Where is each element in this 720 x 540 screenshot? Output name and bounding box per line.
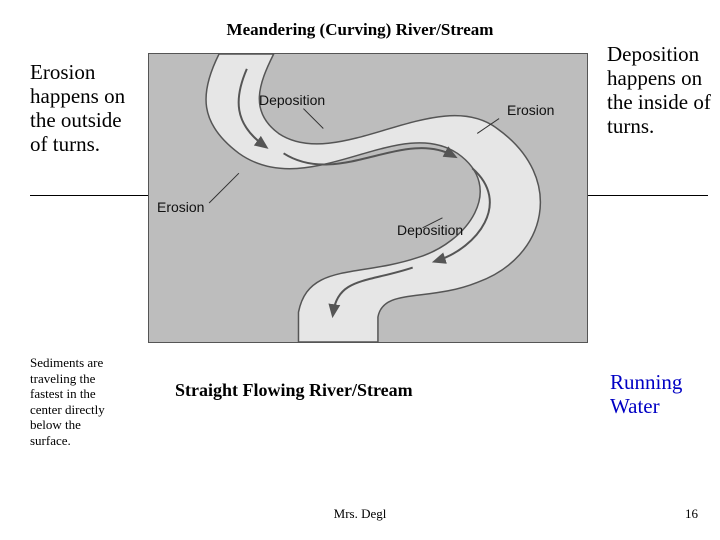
- sediments-note: Sediments are traveling the fastest in t…: [30, 355, 110, 449]
- footer-author: Mrs. Degl: [0, 506, 720, 522]
- erosion-underline: [30, 195, 148, 196]
- diagram-label-deposition2: Deposition: [397, 222, 463, 238]
- diagram-label-erosion2: Erosion: [157, 199, 204, 215]
- page-number: 16: [685, 506, 698, 522]
- straight-river-label: Straight Flowing River/Stream: [175, 380, 413, 401]
- page-title: Meandering (Curving) River/Stream: [0, 20, 720, 40]
- diagram-label-erosion1: Erosion: [507, 102, 554, 118]
- deposition-underline: [588, 195, 708, 196]
- river-diagram: Deposition Erosion Erosion Deposition: [148, 53, 588, 343]
- diagram-label-deposition1: Deposition: [259, 92, 325, 108]
- erosion-note: Erosion happens on the outside of turns.: [30, 60, 135, 157]
- deposition-note: Deposition happens on the inside of turn…: [607, 42, 712, 139]
- running-water-title: Running Water: [610, 370, 705, 418]
- river-svg: [149, 54, 587, 342]
